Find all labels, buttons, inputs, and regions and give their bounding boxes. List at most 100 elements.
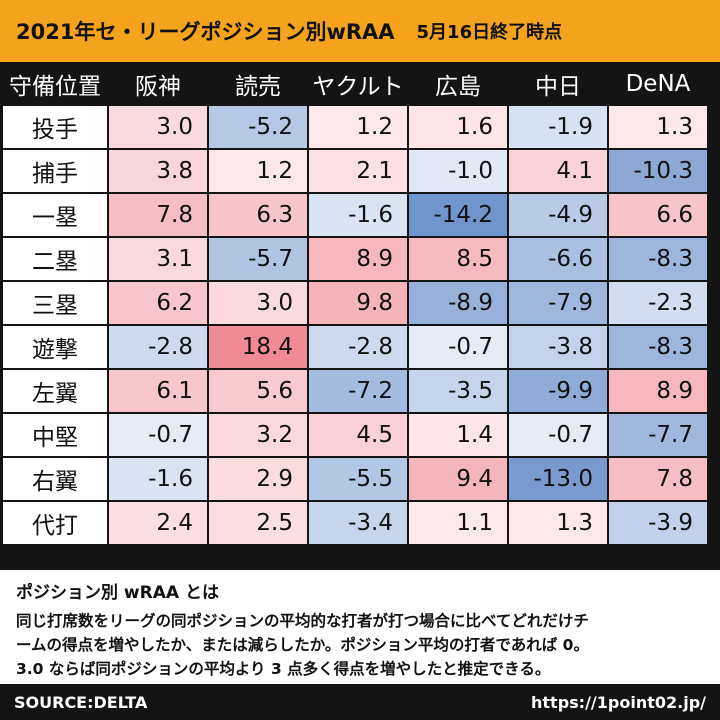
heat-cell: 1.2 [309, 106, 407, 148]
heat-cell: -7.7 [609, 414, 707, 456]
heat-cell: 9.4 [409, 458, 507, 500]
position-label: 右翼 [3, 458, 107, 500]
heat-cell: -3.8 [509, 326, 607, 368]
heat-cell: 1.3 [609, 106, 707, 148]
table-row: 三塁 6.2 3.0 9.8 -8.9 -7.9 -2.3 [3, 282, 707, 324]
heat-cell: -2.8 [109, 326, 207, 368]
heat-cell: -5.5 [309, 458, 407, 500]
heat-cell: -0.7 [409, 326, 507, 368]
table-row: 二塁 3.1 -5.7 8.9 8.5 -6.6 -8.3 [3, 238, 707, 280]
heat-cell: 18.4 [209, 326, 307, 368]
heat-cell: -1.6 [309, 194, 407, 236]
position-label: 投手 [3, 106, 107, 148]
heat-cell: 6.1 [109, 370, 207, 412]
heat-cell: -1.0 [409, 150, 507, 192]
heat-cell: 3.0 [109, 106, 207, 148]
heat-cell: 1.2 [209, 150, 307, 192]
heat-cell: 8.9 [309, 238, 407, 280]
heat-cell: -1.6 [109, 458, 207, 500]
heat-cell: 6.2 [109, 282, 207, 324]
source-url[interactable]: https://1point02.jp/ [531, 692, 706, 712]
heat-cell: 4.1 [509, 150, 607, 192]
heat-cell: 6.3 [209, 194, 307, 236]
team-header: 広島 [409, 64, 507, 104]
heatmap-table-container: 守備位置 阪神 読売 ヤクルト 広島 中日 DeNA 投手 3.0 -5.2 1.2 1.6 -1.… [0, 62, 720, 570]
heat-cell: 3.2 [209, 414, 307, 456]
heat-cell: 4.5 [309, 414, 407, 456]
heat-cell: 3.1 [109, 238, 207, 280]
note-line: 3.0 ならば同ポジションの平均より 3 点多く得点を増やしたと推定できる。 [16, 660, 551, 678]
heat-cell: -3.4 [309, 502, 407, 544]
position-label: 二塁 [3, 238, 107, 280]
heat-cell: -13.0 [509, 458, 607, 500]
table-row: 左翼 6.1 5.6 -7.2 -3.5 -9.9 8.9 [3, 370, 707, 412]
heat-cell: 5.6 [209, 370, 307, 412]
heat-cell: -8.3 [609, 238, 707, 280]
heatmap-table: 守備位置 阪神 読売 ヤクルト 広島 中日 DeNA 投手 3.0 -5.2 1.2 1.6 -1.… [1, 62, 709, 546]
heat-cell: -7.2 [309, 370, 407, 412]
heat-cell: 7.8 [609, 458, 707, 500]
note-body: 同じ打席数をリーグの同ポジションの平均的な打者が打つ場合に比べてどれだけチ ーム… [16, 609, 704, 681]
heat-cell: -0.7 [109, 414, 207, 456]
as-of-date: 5月16日終了時点 [416, 22, 563, 43]
corner-label: 守備位置 [3, 64, 107, 104]
heat-cell: 1.4 [409, 414, 507, 456]
heat-cell: 7.8 [109, 194, 207, 236]
heat-cell: -9.9 [509, 370, 607, 412]
heat-cell: 2.4 [109, 502, 207, 544]
heat-cell: 6.6 [609, 194, 707, 236]
table-row: 右翼 -1.6 2.9 -5.5 9.4 -13.0 7.8 [3, 458, 707, 500]
heat-cell: 2.5 [209, 502, 307, 544]
note-line: ームの得点を増やしたか、または減らしたか。ポジション平均の打者であれば 0。 [16, 636, 589, 654]
heat-cell: -14.2 [409, 194, 507, 236]
team-header: ヤクルト [309, 64, 407, 104]
team-header: 読売 [209, 64, 307, 104]
position-label: 代打 [3, 502, 107, 544]
heat-cell: 8.9 [609, 370, 707, 412]
table-row: 捕手 3.8 1.2 2.1 -1.0 4.1 -10.3 [3, 150, 707, 192]
heat-cell: 3.0 [209, 282, 307, 324]
note-line: 同じ打席数をリーグの同ポジションの平均的な打者が打つ場合に比べてどれだけチ [16, 612, 589, 630]
header-bar: 2021年セ・リーグポジション別wRAA 5月16日終了時点 [0, 0, 720, 62]
heat-cell: 9.8 [309, 282, 407, 324]
position-label: 遊撃 [3, 326, 107, 368]
heat-cell: -6.6 [509, 238, 607, 280]
footer-bar: SOURCE:DELTA https://1point02.jp/ [0, 684, 720, 720]
note-title: ポジション別 wRAA とは [16, 583, 219, 603]
heat-cell: -2.3 [609, 282, 707, 324]
heat-cell: -8.9 [409, 282, 507, 324]
definition-note: ポジション別 wRAA とは 同じ打席数をリーグの同ポジションの平均的な打者が打… [0, 570, 720, 684]
position-label: 捕手 [3, 150, 107, 192]
table-row: 一塁 7.8 6.3 -1.6 -14.2 -4.9 6.6 [3, 194, 707, 236]
heat-cell: -8.3 [609, 326, 707, 368]
heat-cell: -4.9 [509, 194, 607, 236]
heat-cell: -2.8 [309, 326, 407, 368]
heatmap-body: 投手 3.0 -5.2 1.2 1.6 -1.9 1.3 捕手 3.8 1.2 2.1 -1.0 4.1… [3, 106, 707, 544]
heat-cell: -1.9 [509, 106, 607, 148]
heat-cell: -5.7 [209, 238, 307, 280]
heat-cell: 1.3 [509, 502, 607, 544]
heat-cell: -5.2 [209, 106, 307, 148]
table-row: 遊撃 -2.8 18.4 -2.8 -0.7 -3.8 -8.3 [3, 326, 707, 368]
heat-cell: -7.9 [509, 282, 607, 324]
position-label: 左翼 [3, 370, 107, 412]
position-label: 一塁 [3, 194, 107, 236]
team-header: 中日 [509, 64, 607, 104]
heat-cell: -0.7 [509, 414, 607, 456]
heat-cell: -3.5 [409, 370, 507, 412]
position-label: 三塁 [3, 282, 107, 324]
heat-cell: 1.6 [409, 106, 507, 148]
table-row: 中堅 -0.7 3.2 4.5 1.4 -0.7 -7.7 [3, 414, 707, 456]
heat-cell: 2.9 [209, 458, 307, 500]
chart-title: 2021年セ・リーグポジション別wRAA [16, 20, 395, 44]
heat-cell: 2.1 [309, 150, 407, 192]
heat-cell: -3.9 [609, 502, 707, 544]
heat-cell: 3.8 [109, 150, 207, 192]
team-header-row: 守備位置 阪神 読売 ヤクルト 広島 中日 DeNA [3, 64, 707, 104]
source-label: SOURCE:DELTA [14, 692, 148, 712]
heat-cell: -10.3 [609, 150, 707, 192]
table-row: 投手 3.0 -5.2 1.2 1.6 -1.9 1.3 [3, 106, 707, 148]
team-header: 阪神 [109, 64, 207, 104]
table-row: 代打 2.4 2.5 -3.4 1.1 1.3 -3.9 [3, 502, 707, 544]
position-label: 中堅 [3, 414, 107, 456]
